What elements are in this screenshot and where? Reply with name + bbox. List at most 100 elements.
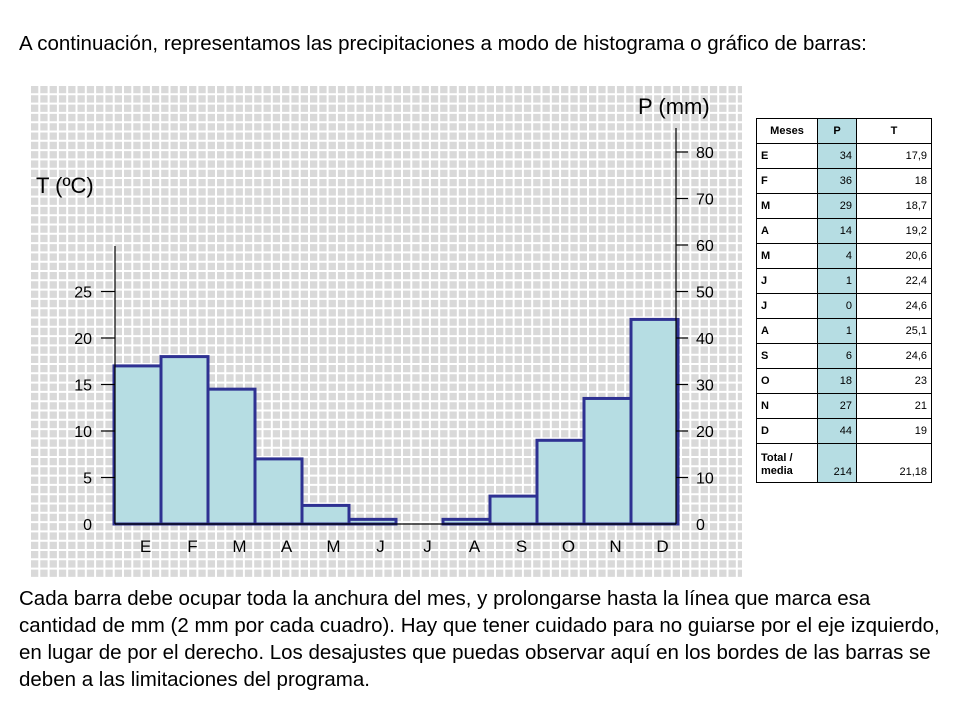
bar bbox=[535, 438, 586, 526]
table-row: A 1 25,1 bbox=[756, 318, 932, 344]
table-row: M 29 18,7 bbox=[756, 193, 932, 219]
table-cell-p: 1 bbox=[817, 268, 857, 294]
right-axis-tick-label: 50 bbox=[696, 285, 714, 302]
table-cell-month: A bbox=[756, 318, 818, 344]
table-header-row: Meses P T bbox=[756, 118, 932, 144]
table-cell-p: 1 bbox=[817, 318, 857, 344]
table-cell-t: 25,1 bbox=[856, 318, 932, 344]
bar bbox=[629, 317, 680, 526]
chart-axes bbox=[101, 128, 688, 525]
month-label: O bbox=[562, 537, 575, 556]
left-axis-tick-label: 15 bbox=[74, 378, 92, 395]
table-total-p: 214 bbox=[817, 443, 857, 483]
month-label: S bbox=[516, 537, 527, 556]
table-cell-t: 24,6 bbox=[856, 293, 932, 319]
bar bbox=[488, 494, 539, 526]
left-axis-tick-label: 0 bbox=[83, 517, 92, 534]
table-total-row: Total / media 214 21,18 bbox=[756, 443, 932, 483]
table-cell-t: 22,4 bbox=[856, 268, 932, 294]
table-row: J 0 24,6 bbox=[756, 293, 932, 319]
table-cell-month: D bbox=[756, 418, 818, 444]
table-cell-p: 14 bbox=[817, 218, 857, 244]
table-cell-month: E bbox=[756, 143, 818, 169]
right-axis-tick-label: 20 bbox=[696, 424, 714, 441]
left-axis-tick-label: 5 bbox=[83, 471, 92, 488]
month-label: E bbox=[140, 537, 151, 556]
table-cell-t: 20,6 bbox=[856, 243, 932, 269]
table-cell-t: 18,7 bbox=[856, 193, 932, 219]
climate-data-table: Meses P T E 34 17,9 F 36 18 M 29 18,7 A 14 19,2 M 4 20… bbox=[756, 118, 932, 483]
month-label: A bbox=[469, 537, 481, 556]
table-cell-t: 17,9 bbox=[856, 143, 932, 169]
table-row: D 44 19 bbox=[756, 418, 932, 444]
left-axis-tick-label: 25 bbox=[74, 285, 92, 302]
table-cell-month: M bbox=[756, 193, 818, 219]
intro-text: A continuación, representamos las precip… bbox=[19, 32, 867, 55]
month-label: J bbox=[376, 537, 385, 556]
bar bbox=[300, 503, 351, 526]
table-header-months: Meses bbox=[756, 118, 818, 144]
table-cell-p: 4 bbox=[817, 243, 857, 269]
table-cell-month: J bbox=[756, 268, 818, 294]
table-cell-p: 6 bbox=[817, 343, 857, 369]
right-axis-tick-label: 80 bbox=[696, 145, 714, 162]
table-cell-p: 44 bbox=[817, 418, 857, 444]
bar bbox=[159, 355, 210, 526]
table-cell-t: 18 bbox=[856, 168, 932, 194]
table-body: E 34 17,9 F 36 18 M 29 18,7 A 14 19,2 M 4 20,6 J 1 22,4 J 0… bbox=[756, 143, 932, 483]
table-row: S 6 24,6 bbox=[756, 343, 932, 369]
left-axis-tick-label: 10 bbox=[74, 424, 92, 441]
table-cell-t: 19 bbox=[856, 418, 932, 444]
right-axis-title: P (mm) bbox=[638, 94, 710, 119]
chart-labels: 0 5 10 15 20 25 0 10 20 30 40 50 60 70 80 T (ºC) P (mm) E… bbox=[36, 94, 714, 556]
month-label: D bbox=[656, 537, 668, 556]
table-cell-month: N bbox=[756, 393, 818, 419]
table-cell-t: 23 bbox=[856, 368, 932, 394]
right-axis-tick-label: 70 bbox=[696, 192, 714, 209]
bar bbox=[112, 364, 163, 526]
table-cell-month: M bbox=[756, 243, 818, 269]
table-cell-p: 34 bbox=[817, 143, 857, 169]
table-cell-p: 29 bbox=[817, 193, 857, 219]
bar bbox=[206, 387, 257, 526]
left-axis-tick-label: 20 bbox=[74, 331, 92, 348]
table-total-label: Total / media bbox=[756, 443, 818, 483]
table-total-t: 21,18 bbox=[856, 443, 932, 483]
table-cell-p: 36 bbox=[817, 168, 857, 194]
month-label: M bbox=[232, 537, 246, 556]
month-label: N bbox=[609, 537, 621, 556]
month-label: A bbox=[281, 537, 293, 556]
bar bbox=[582, 396, 633, 526]
table-row: N 27 21 bbox=[756, 393, 932, 419]
outro-text: Cada barra debe ocupar toda la anchura d… bbox=[19, 587, 940, 691]
right-axis-tick-label: 40 bbox=[696, 331, 714, 348]
table-row: F 36 18 bbox=[756, 168, 932, 194]
table-row: M 4 20,6 bbox=[756, 243, 932, 269]
table-cell-p: 0 bbox=[817, 293, 857, 319]
table-cell-p: 27 bbox=[817, 393, 857, 419]
table-row: A 14 19,2 bbox=[756, 218, 932, 244]
table-header-t: T bbox=[856, 118, 932, 144]
month-label: M bbox=[326, 537, 340, 556]
bar bbox=[441, 517, 492, 526]
right-axis-tick-label: 0 bbox=[696, 517, 705, 534]
table-cell-month: A bbox=[756, 218, 818, 244]
bar bbox=[347, 517, 398, 526]
left-axis-title: T (ºC) bbox=[36, 173, 94, 198]
month-label: F bbox=[187, 537, 197, 556]
month-label: J bbox=[423, 537, 432, 556]
table-cell-p: 18 bbox=[817, 368, 857, 394]
table-cell-t: 19,2 bbox=[856, 218, 932, 244]
table-cell-month: J bbox=[756, 293, 818, 319]
table-cell-month: S bbox=[756, 343, 818, 369]
table-row: E 34 17,9 bbox=[756, 143, 932, 169]
right-axis-tick-label: 60 bbox=[696, 238, 714, 255]
table-cell-month: O bbox=[756, 368, 818, 394]
table-cell-month: F bbox=[756, 168, 818, 194]
table-row: O 18 23 bbox=[756, 368, 932, 394]
right-axis-tick-label: 30 bbox=[696, 378, 714, 395]
table-header-p: P bbox=[817, 118, 857, 144]
table-row: J 1 22,4 bbox=[756, 268, 932, 294]
table-cell-t: 24,6 bbox=[856, 343, 932, 369]
